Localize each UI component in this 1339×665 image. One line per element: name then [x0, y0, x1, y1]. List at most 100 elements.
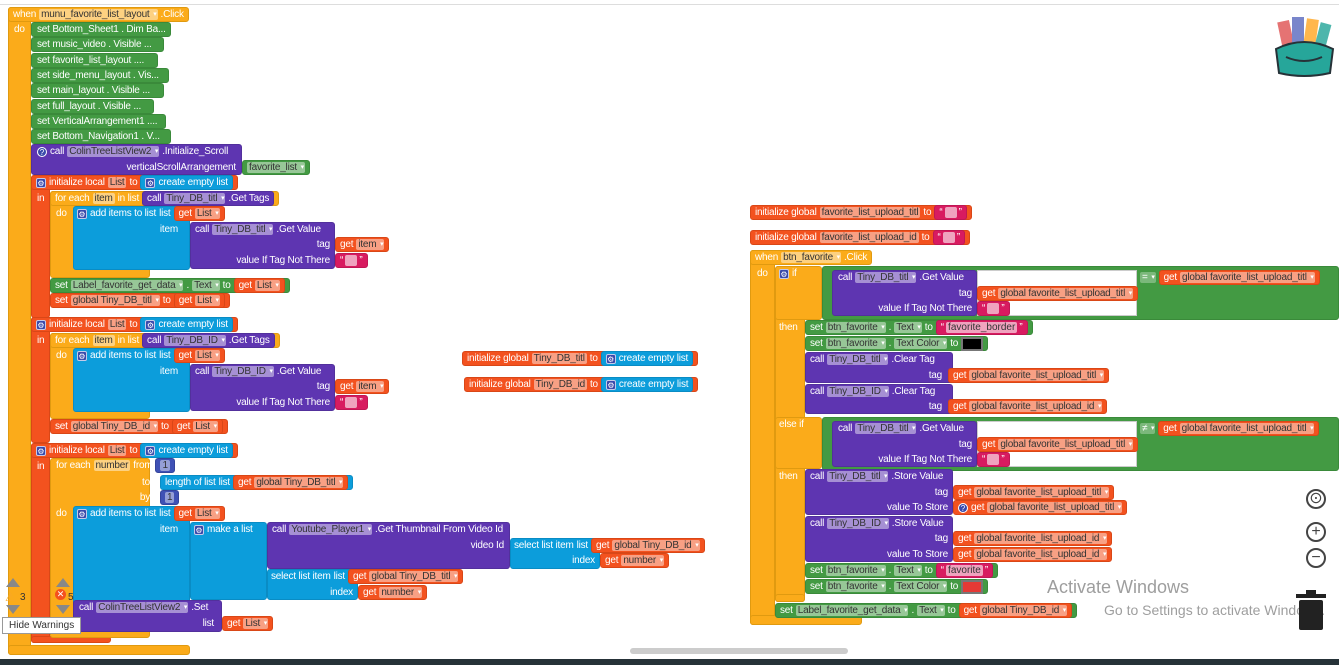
mutator-gear-icon[interactable]: ⚙ [779, 268, 789, 279]
text-string-block[interactable]: favorite_border [935, 320, 1028, 335]
dropdown-field[interactable]: Text [894, 565, 922, 576]
mutator-gear-icon[interactable]: ⚙ [36, 319, 46, 330]
dropdown-field[interactable]: ColinTreeListView2 [96, 602, 189, 613]
color-swatch[interactable] [961, 336, 984, 351]
dropdown-field[interactable]: List [194, 508, 220, 519]
text-string-value[interactable] [345, 254, 358, 266]
help-question-icon[interactable]: ? [37, 146, 47, 157]
make-a-list-block[interactable] [190, 522, 267, 600]
name-field[interactable]: number [93, 460, 131, 471]
compare-operator-dropdown[interactable]: ≠ [1140, 423, 1156, 434]
dropdown-field[interactable]: Tiny_DB_titl [212, 224, 274, 235]
text-string-block[interactable] [977, 452, 1010, 467]
name-field[interactable]: Tiny_DB_titl [531, 353, 587, 364]
help-question-icon[interactable]: ? [958, 502, 968, 513]
dropdown-field[interactable]: global favorite_list_upload_titl [987, 502, 1123, 513]
dropdown-field[interactable]: Text [894, 322, 922, 333]
setter-block[interactable] [31, 37, 164, 52]
get-variable-block[interactable]: get List [173, 506, 225, 521]
mutator-gear-icon[interactable]: ⚙ [145, 177, 156, 188]
init-local-list-1[interactable]: ⚙ initialize local List to ⚙ create empty lis… [31, 175, 238, 190]
get-variable-block[interactable]: get List [173, 206, 225, 221]
mutator-gear-icon[interactable]: ⚙ [36, 177, 46, 188]
select-list-item-block[interactable] [510, 538, 600, 569]
get-variable-block[interactable]: get global favorite_list_upload_titl [1158, 270, 1320, 285]
create-empty-list-block[interactable]: ⚙ create empty list [140, 175, 233, 190]
text-string-value[interactable] [987, 302, 1000, 314]
dropdown-field[interactable]: btn_favorite [825, 565, 886, 576]
text-string-block[interactable] [335, 395, 368, 410]
dropdown-field[interactable]: global favorite_list_upload_id [974, 549, 1108, 560]
dropdown-field[interactable]: btn_favorite [825, 322, 886, 333]
get-variable-block[interactable]: get global favorite_list_upload_titl [948, 368, 1110, 383]
dropdown-field[interactable]: Youtube_Player1 [289, 524, 373, 535]
get-variable-block[interactable]: ? get global favorite_list_upload_titl [953, 500, 1128, 515]
event-footer[interactable] [8, 645, 190, 655]
text-string-value[interactable] [987, 453, 1000, 465]
dropdown-field[interactable]: Text [917, 605, 945, 616]
get-variable-block[interactable]: get global favorite_list_upload_titl [977, 437, 1139, 452]
add-items-to-list-block[interactable] [73, 206, 190, 270]
backpack-icon[interactable] [1272, 15, 1337, 78]
dropdown-field[interactable]: Tiny_DB_titl [827, 471, 889, 482]
setter-block[interactable] [31, 53, 158, 68]
get-variable-block[interactable]: get number [600, 553, 670, 568]
init-local-list-2[interactable]: ⚙ initialize local List to ⚙ create empty lis… [31, 317, 238, 332]
dropdown-field[interactable]: Text [192, 280, 220, 291]
get-variable-block[interactable]: get List [233, 278, 285, 293]
dropdown-field[interactable]: List [254, 280, 280, 291]
create-empty-list-block[interactable]: ⚙ create empty list [600, 351, 694, 366]
get-variable-block[interactable]: get global Tiny_DB_id [591, 538, 705, 553]
dropdown-field[interactable]: global favorite_list_upload_titl [998, 288, 1134, 299]
recenter-target-icon[interactable]: ⊙ [1306, 489, 1326, 509]
name-field[interactable]: item [92, 193, 115, 204]
setter-block[interactable] [31, 68, 169, 83]
color-swatch[interactable] [961, 579, 984, 594]
create-empty-list-block[interactable]: ⚙ create empty list [140, 443, 233, 458]
dropdown-field[interactable]: global favorite_list_upload_titl [974, 487, 1110, 498]
dropdown-field[interactable]: item [356, 381, 385, 392]
text-string-block[interactable] [335, 253, 368, 268]
get-variable-block[interactable]: get List [171, 419, 223, 434]
dropdown-field[interactable]: Tiny_DB_titl [164, 193, 226, 204]
name-field[interactable]: 1 [165, 492, 175, 503]
get-variable-block[interactable]: get List [173, 348, 225, 363]
name-field[interactable]: List [107, 319, 127, 330]
setter-block[interactable] [31, 99, 154, 114]
setter-block[interactable] [31, 129, 171, 144]
dropdown-field[interactable]: List [194, 208, 220, 219]
dropdown-field[interactable]: item [356, 239, 385, 250]
dropdown-field[interactable]: global Tiny_DB_id [979, 605, 1068, 616]
init-global-id-block[interactable]: initialize global Tiny_DB_id to ⚙ create emp… [464, 377, 699, 392]
dropdown-field[interactable]: global Tiny_DB_titl [369, 571, 459, 582]
get-variable-block[interactable]: get global favorite_list_upload_id [953, 547, 1113, 562]
mutator-gear-icon[interactable]: ⚙ [36, 445, 46, 456]
dropdown-field[interactable]: btn_favorite [781, 252, 841, 263]
length-of-list-block[interactable]: length of list list get global Tiny_DB_titl [160, 475, 354, 490]
dropdown-field[interactable]: Tiny_DB_ID [827, 386, 889, 397]
dropdown-field[interactable]: number [621, 555, 665, 566]
warning-prev-arrow-icon[interactable] [6, 578, 20, 587]
get-variable-block[interactable]: get number [358, 585, 428, 600]
get-variable-block[interactable]: get global Tiny_DB_id [958, 603, 1073, 618]
mutator-gear-icon[interactable]: ⚙ [605, 353, 616, 364]
hide-warnings-button[interactable]: Hide Warnings [2, 617, 82, 634]
select-list-item-block[interactable] [267, 569, 358, 600]
dropdown-field[interactable]: global Tiny_DB_id [70, 421, 158, 432]
dropdown-field[interactable]: List [195, 295, 220, 306]
mutator-gear-icon[interactable]: ⚙ [145, 445, 156, 456]
component-block[interactable]: favorite_list [242, 160, 310, 175]
dropdown-field[interactable]: Label_favorite_get_data [70, 280, 184, 291]
get-variable-block[interactable]: get List [173, 293, 225, 308]
set-label-text-block[interactable]: setLabel_favorite_get_data.Texttogetglob… [775, 603, 1078, 618]
event-body[interactable] [8, 7, 31, 655]
get-variable-block[interactable]: get item [335, 237, 390, 252]
text-string-block[interactable] [934, 205, 968, 220]
